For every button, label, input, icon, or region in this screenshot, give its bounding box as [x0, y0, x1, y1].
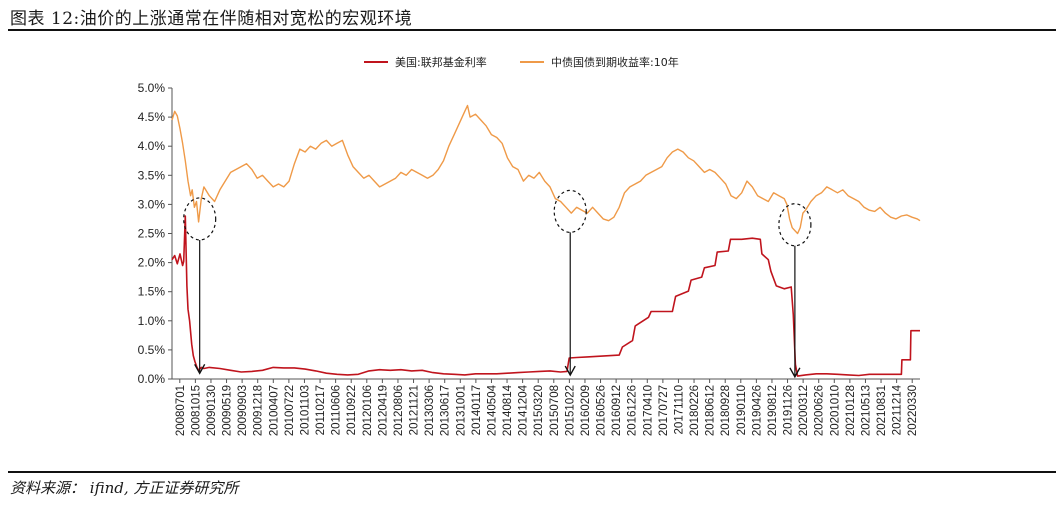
y-tick-label: 2.5%	[138, 227, 166, 241]
y-tick-label: 3.0%	[138, 197, 166, 211]
y-tick-label: 0.5%	[138, 343, 166, 357]
x-tick-label: 20180226	[689, 385, 701, 436]
y-tick-label: 5.0%	[138, 81, 166, 95]
legend-label-cn-10y-yield: 中债国债到期收益率:10年	[551, 55, 679, 69]
x-tick-label: 20160526	[596, 385, 608, 436]
x-tick-label: 20080701	[175, 385, 187, 436]
x-tick-label: 20141204	[518, 384, 530, 436]
x-tick-label: 20090903	[237, 385, 249, 436]
y-tick-label: 2.0%	[138, 256, 166, 270]
y-tick-label: 3.5%	[138, 168, 166, 182]
y-tick-label: 0.0%	[138, 372, 166, 386]
x-tick-label: 20110606	[331, 385, 343, 435]
x-tick-label: 20090130	[206, 385, 218, 436]
x-tick-label: 20130306	[424, 385, 436, 436]
x-tick-label: 20140814	[502, 384, 514, 436]
y-tick-label: 1.5%	[138, 285, 166, 299]
x-tick-label: 20210513	[860, 385, 872, 436]
annotation-circle	[778, 203, 812, 247]
annotation-layer	[183, 189, 812, 379]
annotation-circle	[553, 189, 587, 233]
y-axis: 0.0% 0.5% 1.0% 1.5% 2.0% 2.5% 3.0% 3.5% 4.0% 4.5%…	[138, 81, 173, 386]
x-tick-label: 20100722	[284, 385, 296, 436]
legend-label-fed-funds-rate: 美国:联邦基金利率	[395, 55, 487, 69]
x-tick-label: 20150708	[549, 385, 561, 436]
x-tick-label: 20191126	[783, 385, 795, 435]
x-tick-label: 20190812	[767, 385, 779, 436]
annotation-arrow-head	[789, 367, 801, 379]
x-tick-label: 20130617	[440, 385, 452, 436]
source-note: 资料来源： ifind, 方正证券研究所	[10, 479, 239, 497]
x-tick-label: 20101103	[299, 385, 311, 435]
series-line-fed-funds-rate	[171, 215, 920, 377]
x-tick-label: 20200626	[814, 385, 826, 436]
chart-title: 图表 12:油价的上涨通常在伴随相对宽松的宏观环境	[10, 9, 413, 29]
x-tick-label: 20210128	[845, 385, 857, 436]
x-tick-label: 20180928	[720, 385, 732, 436]
x-tick-label: 20110922	[346, 385, 358, 435]
bottom-divider	[8, 471, 1056, 473]
annotation-arrow-head	[564, 365, 576, 377]
x-tick-label: 20120806	[393, 385, 405, 436]
annotation-circle	[183, 197, 217, 241]
x-tick-label: 20090519	[222, 385, 234, 436]
y-tick-label: 4.0%	[138, 139, 166, 153]
line-chart: 美国:联邦基金利率 中债国债到期收益率:10年 0.0% 0.5% 1.0% 1.5%…	[138, 55, 921, 436]
x-tick-label: 20210831	[876, 385, 888, 436]
x-tick-label: 20110217	[315, 385, 327, 435]
x-tick-label: 20100407	[268, 385, 280, 436]
x-tick-label: 20161226	[627, 385, 639, 436]
x-tick-label: 20170727	[658, 385, 670, 436]
x-tick-label: 20190426	[751, 385, 763, 436]
x-tick-label: 20180612	[705, 385, 717, 436]
x-tick-label: 20120419	[377, 385, 389, 436]
x-tick-label: 20171110	[673, 385, 685, 434]
x-tick-label: 20081015	[190, 385, 202, 436]
annotation-arrow-head	[194, 364, 206, 375]
x-tick-label: 20120106	[362, 385, 374, 436]
x-tick-label: 20220330	[907, 385, 919, 436]
y-tick-label: 4.5%	[138, 110, 166, 124]
x-axis: 20080701 20081015 20090130 20090519 20090903…	[172, 378, 920, 436]
x-tick-label: 20170410	[642, 385, 654, 436]
series-line-cn-10y-yield	[171, 104, 921, 235]
x-tick-label: 20160912	[611, 385, 623, 436]
x-tick-label: 20131001	[455, 385, 467, 436]
series-layer	[171, 104, 921, 377]
x-tick-label: 20160209	[580, 385, 592, 436]
x-tick-label: 20200312	[798, 385, 810, 436]
top-divider	[8, 29, 1056, 31]
x-tick-label: 20211214	[892, 384, 904, 435]
x-tick-label: 20091218	[253, 385, 265, 436]
x-tick-label: 20201010	[829, 385, 841, 436]
x-tick-label: 20121121	[409, 385, 421, 435]
x-tick-label: 20151022	[564, 385, 576, 436]
x-tick-label: 20140504	[486, 384, 498, 436]
legend: 美国:联邦基金利率 中债国债到期收益率:10年	[364, 55, 679, 69]
x-tick-label: 20140117	[471, 385, 483, 435]
x-tick-label: 20190110	[736, 385, 748, 435]
y-tick-label: 1.0%	[138, 314, 166, 328]
x-tick-label: 20150320	[533, 385, 545, 436]
